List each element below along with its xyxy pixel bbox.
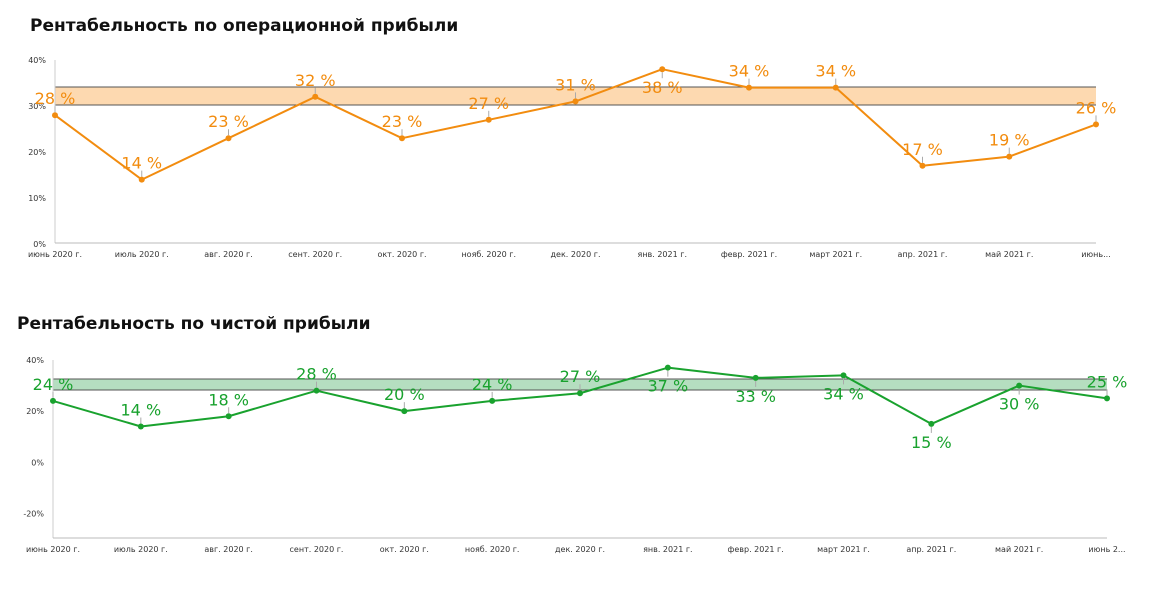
op-data-point <box>485 116 492 123</box>
net-x-tick-label: февр. 2021 г. <box>728 545 784 554</box>
op-data-point <box>138 176 145 183</box>
net-x-tick-label: окт. 2020 г. <box>380 545 429 554</box>
net-data-point <box>1104 395 1110 402</box>
net-data-label: 14 % <box>121 400 162 419</box>
op-data-label: 23 % <box>382 112 423 131</box>
op-data-point <box>919 162 926 169</box>
op-data-label: 14 % <box>121 154 162 173</box>
net-data-label: 24 % <box>472 375 513 394</box>
net-x-tick-label: дек. 2020 г. <box>555 545 605 554</box>
net-data-point <box>137 423 144 430</box>
op-x-tick-label: дек. 2020 г. <box>550 250 600 259</box>
net-data-label: 33 % <box>735 387 776 406</box>
op-y-tick-label: 40% <box>28 56 46 65</box>
op-y-tick-label: 20% <box>28 148 46 157</box>
chart-title-operating: Рентабельность по операционной прибыли <box>30 16 459 36</box>
net-y-tick-label: -20% <box>23 509 44 518</box>
net-data-label: 37 % <box>648 377 689 396</box>
net-y-tick-label: 40% <box>26 356 44 365</box>
net-x-tick-label: июль 2020 г. <box>114 545 168 554</box>
net-data-label: 25 % <box>1087 372 1128 391</box>
op-data-label: 17 % <box>902 140 943 159</box>
op-data-label: 32 % <box>295 71 336 90</box>
op-data-point <box>225 135 232 142</box>
op-data-label: 26 % <box>1076 98 1117 117</box>
net-data-label: 18 % <box>208 390 249 409</box>
op-y-tick-label: 30% <box>28 102 46 111</box>
op-x-tick-label: окт. 2020 г. <box>377 250 426 259</box>
op-x-tick-label: янв. 2021 г. <box>638 250 688 259</box>
op-x-tick-label: нояб. 2020 г. <box>461 250 516 259</box>
op-data-label: 34 % <box>815 62 856 81</box>
op-data-label: 28 % <box>35 89 76 108</box>
net-data-point <box>752 374 759 381</box>
net-data-point <box>928 420 935 427</box>
net-x-tick-label: нояб. 2020 г. <box>465 545 520 554</box>
op-x-tick-label: июнь 2020 г. <box>28 250 82 259</box>
net-x-tick-label: авг. 2020 г. <box>204 545 253 554</box>
net-x-tick-label: янв. 2021 г. <box>643 545 693 554</box>
op-y-tick-label: 0% <box>33 240 46 249</box>
net-x-tick-label: апр. 2021 г. <box>906 545 956 554</box>
net-data-label: 27 % <box>560 367 601 386</box>
chart-title-net: Рентабельность по чистой прибыли <box>17 314 371 334</box>
net-data-point <box>401 408 408 415</box>
op-x-tick-label: сент. 2020 г. <box>288 250 342 259</box>
op-data-point <box>52 112 58 119</box>
op-data-point <box>746 84 752 91</box>
net-x-tick-label: сент. 2020 г. <box>290 545 344 554</box>
op-data-label: 38 % <box>642 78 683 97</box>
net-data-point <box>840 372 847 379</box>
net-data-label: 30 % <box>999 395 1040 414</box>
net-data-point <box>1016 382 1023 389</box>
op-y-tick-label: 10% <box>28 194 46 203</box>
op-data-point <box>572 98 579 105</box>
net-data-point <box>50 397 56 404</box>
net-data-label: 24 % <box>33 375 74 394</box>
op-x-tick-label: июль 2020 г. <box>115 250 169 259</box>
net-data-point <box>313 387 320 394</box>
op-x-tick-label: март 2021 г. <box>809 250 862 259</box>
net-data-label: 15 % <box>911 433 952 452</box>
op-data-point <box>1006 153 1013 160</box>
op-x-tick-label: авг. 2020 г. <box>204 250 253 259</box>
net-y-tick-label: 0% <box>31 458 44 467</box>
op-data-point <box>399 135 405 142</box>
net-data-point <box>489 397 496 404</box>
op-data-point <box>1093 121 1099 128</box>
op-data-point <box>832 84 839 91</box>
op-data-label: 19 % <box>989 131 1030 150</box>
net-data-label: 28 % <box>296 365 337 384</box>
op-data-point <box>312 93 319 100</box>
op-data-label: 23 % <box>208 112 249 131</box>
op-x-tick-label: апр. 2021 г. <box>898 250 948 259</box>
net-data-point <box>225 413 232 420</box>
op-x-tick-label: февр. 2021 г. <box>721 250 777 259</box>
net-y-tick-label: 20% <box>26 407 44 416</box>
op-data-label: 31 % <box>555 75 596 94</box>
net-data-point <box>664 364 671 371</box>
net-x-tick-label: июнь 2020 г. <box>26 545 80 554</box>
net-x-tick-label: май 2021 г. <box>995 545 1043 554</box>
net-x-tick-label: март 2021 г. <box>817 545 870 554</box>
net-data-label: 20 % <box>384 385 425 404</box>
op-x-tick-label: май 2021 г. <box>985 250 1033 259</box>
op-data-point <box>659 66 666 73</box>
net-x-tick-label: июнь 2... <box>1088 545 1125 554</box>
net-data-label: 34 % <box>823 384 864 403</box>
op-data-label: 27 % <box>468 94 509 113</box>
op-x-tick-label: июнь... <box>1081 250 1111 259</box>
op-data-label: 34 % <box>729 62 770 81</box>
net-data-point <box>577 390 583 397</box>
